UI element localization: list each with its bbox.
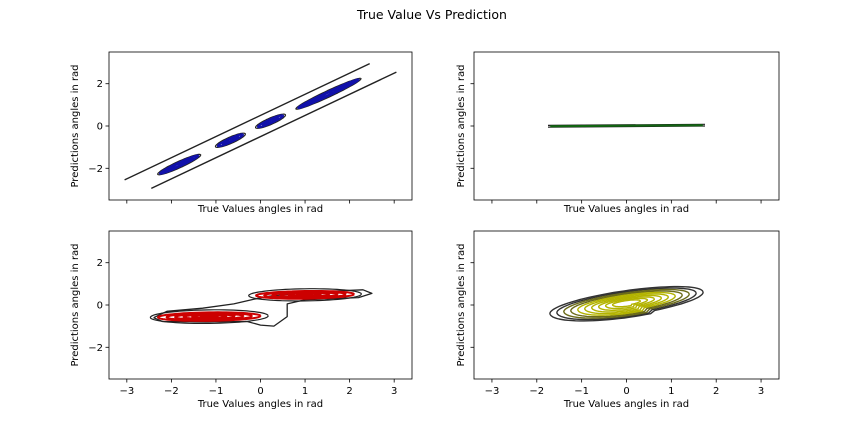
- x-axis-label: True Values angles in rad: [563, 204, 689, 215]
- plot-area: [149, 288, 373, 327]
- contour-cluster-2-outer: [255, 113, 287, 129]
- y-tick-label: 2: [97, 258, 103, 269]
- y-axis-label: Predictions angles in rad: [70, 243, 81, 366]
- contour-cluster-1-core: [221, 135, 240, 145]
- x-tick-label: 0: [623, 386, 629, 397]
- contour-cluster-2-inner: [257, 114, 285, 129]
- subplots: −2 0 2 True Values angles in rad Predictions…: [70, 51, 780, 410]
- contour-cluster-1-outer: [214, 132, 246, 148]
- contour-blob-level-2: [563, 288, 690, 319]
- contour-cluster-3-inner: [297, 78, 360, 110]
- y-tick-label: 2: [97, 79, 103, 90]
- contour-cluster-0-core: [163, 156, 195, 173]
- contour-cluster-2-core: [261, 116, 280, 126]
- x-axis-label: True Values angles in rad: [197, 204, 323, 215]
- y-tick-label: −2: [88, 343, 103, 354]
- contour-cluster-1-inner: [216, 133, 244, 148]
- x-tick-label: −3: [485, 386, 500, 397]
- contour-lobe-0-outer: [149, 309, 269, 324]
- contour-blob-level-5: [584, 293, 669, 315]
- contour-lobe-1-outer: [248, 288, 362, 302]
- y-tick-label: −2: [88, 164, 103, 175]
- contour-blob-level-3: [570, 290, 683, 318]
- x-axis-label: True Values angles in rad: [197, 399, 323, 410]
- contour-outer-lower: [150, 71, 397, 190]
- contour-lobe-0-level-4: [191, 314, 228, 320]
- y-tick-label: 0: [97, 122, 103, 133]
- subplot-bottom-left: −3 −2 −1 0 1 2 3 −2 0 2 True Values angles in rad P…: [70, 230, 413, 410]
- contour-outer-upper: [124, 62, 371, 181]
- x-tick-label: −3: [119, 386, 134, 397]
- x-tick-label: 1: [668, 386, 674, 397]
- plot-area: [124, 62, 397, 190]
- contour-cluster-3-core: [301, 80, 355, 107]
- x-tick-label: −2: [164, 386, 179, 397]
- contour-blob-level-8: [604, 297, 649, 310]
- contour-cluster-3-outer: [295, 77, 362, 110]
- x-axis-label: True Values angles in rad: [563, 399, 689, 410]
- plot-area: [547, 123, 706, 128]
- x-tick-label: −1: [574, 386, 589, 397]
- x-tick-label: −2: [529, 386, 544, 397]
- contour-cluster-0-outer: [157, 153, 202, 176]
- subplot-top-right: True Values angles in rad Predictions ang…: [456, 51, 780, 215]
- subplot-top-left: −2 0 2 True Values angles in rad Predictions…: [70, 51, 413, 215]
- x-tick-label: 3: [391, 386, 397, 397]
- contour-lobe-1-level-5: [295, 293, 315, 297]
- contour-blob-level-0: [549, 285, 704, 322]
- x-tick-label: 1: [302, 386, 308, 397]
- y-axis-label: Predictions angles in rad: [456, 243, 467, 366]
- plot-area: [549, 285, 704, 322]
- contour-blob-level-9: [611, 299, 642, 308]
- contour-blob-level-7: [598, 296, 655, 311]
- subplot-bottom-right: −3 −2 −1 0 1 2 3 True Values angles in rad Predi…: [456, 230, 780, 410]
- contour-blob-level-6: [591, 294, 662, 313]
- contour-lobe-0-level-5: [199, 314, 219, 319]
- y-axis-label: Predictions angles in rad: [70, 64, 81, 187]
- contour-ridge-core: [550, 124, 703, 128]
- x-tick-label: 2: [713, 386, 719, 397]
- figure-title: True Value Vs Prediction: [356, 7, 507, 22]
- x-tick-label: −1: [209, 386, 224, 397]
- contour-cluster-0-inner: [159, 154, 200, 175]
- contour-blob-level-1: [556, 287, 697, 321]
- y-tick-label: 0: [97, 301, 103, 312]
- x-tick-label: 2: [346, 386, 352, 397]
- x-tick-label: 3: [758, 386, 764, 397]
- contour-blob-level-4: [577, 291, 676, 316]
- y-axis-label: Predictions angles in rad: [456, 64, 467, 187]
- x-tick-label: 0: [257, 386, 263, 397]
